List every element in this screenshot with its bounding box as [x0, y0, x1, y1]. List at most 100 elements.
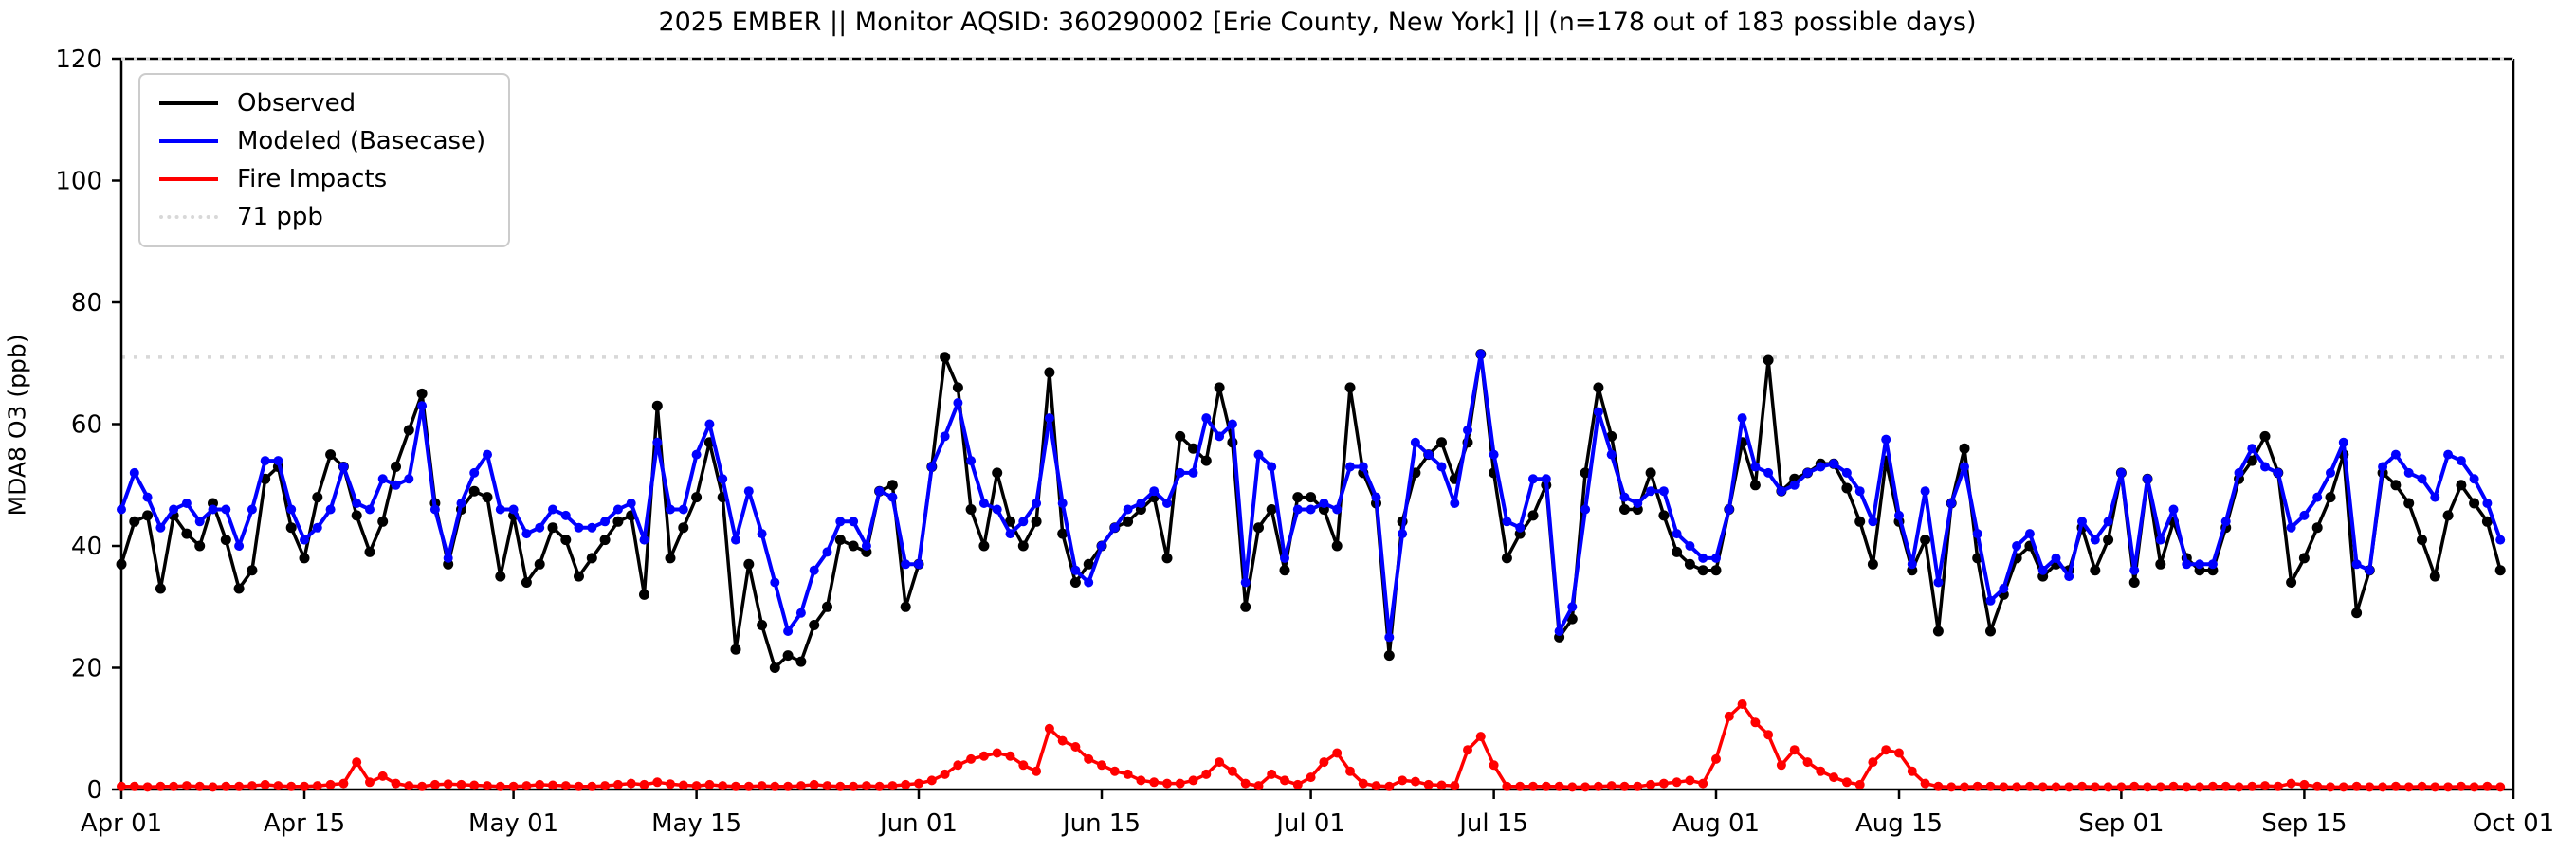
series-marker-1	[1619, 492, 1630, 502]
series-marker-1	[508, 504, 519, 515]
series-marker-1	[992, 504, 1002, 515]
y-tick-label: 60	[71, 411, 102, 440]
series-marker-2	[521, 781, 532, 791]
series-marker-0	[1175, 430, 1186, 442]
series-marker-0	[1697, 565, 1708, 576]
series-marker-1	[1306, 504, 1316, 515]
series-marker-2	[1776, 760, 1786, 771]
series-marker-0	[795, 656, 807, 667]
series-marker-0	[1214, 382, 1225, 393]
series-marker-0	[1344, 382, 1356, 393]
series-marker-0	[325, 449, 337, 461]
series-marker-2	[2195, 782, 2205, 792]
series-marker-1	[1044, 413, 1054, 424]
series-marker-1	[2456, 456, 2466, 466]
series-marker-1	[1685, 541, 1695, 551]
series-marker-0	[1436, 437, 1447, 448]
series-marker-1	[352, 499, 362, 508]
series-marker-2	[1619, 781, 1630, 791]
series-marker-2	[365, 777, 375, 788]
series-marker-2	[2390, 781, 2401, 791]
series-marker-1	[483, 449, 492, 460]
series-marker-1	[1136, 499, 1146, 508]
series-marker-2	[1463, 745, 1472, 755]
series-marker-1	[181, 499, 192, 508]
series-marker-2	[2220, 781, 2231, 791]
series-marker-1	[1032, 499, 1042, 508]
series-marker-2	[743, 781, 754, 791]
series-marker-1	[456, 499, 466, 508]
series-marker-1	[1999, 584, 2009, 593]
series-marker-2	[2116, 782, 2127, 792]
series-marker-0	[599, 535, 611, 546]
series-marker-2	[587, 781, 597, 791]
x-tick-label: Sep 15	[2261, 809, 2347, 838]
series-marker-1	[142, 492, 153, 502]
series-marker-0	[2246, 455, 2257, 466]
y-tick-label: 20	[71, 655, 102, 683]
series-marker-2	[1489, 760, 1499, 771]
series-marker-0	[2351, 608, 2363, 619]
series-marker-1	[2299, 510, 2310, 520]
series-marker-0	[129, 516, 140, 527]
series-marker-0	[1920, 535, 1931, 546]
series-marker-2	[2495, 782, 2506, 792]
series-marker-0	[2325, 492, 2336, 503]
series-marker-1	[2390, 449, 2401, 460]
series-marker-1	[117, 504, 126, 515]
series-marker-2	[1162, 778, 1172, 789]
series-marker-1	[926, 462, 937, 472]
series-marker-2	[1332, 748, 1343, 758]
series-marker-2	[2365, 782, 2375, 792]
series-marker-0	[1240, 601, 1251, 612]
series-marker-2	[208, 782, 218, 792]
series-marker-0	[1306, 492, 1317, 503]
y-tick-label: 40	[71, 533, 102, 561]
series-marker-2	[2338, 782, 2348, 792]
series-marker-1	[1698, 553, 1708, 563]
series-marker-2	[1933, 781, 1944, 791]
x-tick-label: Sep 01	[2078, 809, 2164, 838]
series-marker-2	[325, 779, 336, 789]
series-marker-1	[822, 547, 832, 557]
series-marker-1	[2207, 559, 2218, 570]
series-marker-1	[874, 486, 885, 497]
series-marker-2	[2247, 781, 2257, 791]
series-marker-1	[783, 626, 794, 636]
series-marker-0	[2155, 558, 2166, 570]
series-marker-2	[129, 781, 139, 791]
series-marker-2	[286, 781, 297, 791]
series-marker-0	[1566, 613, 1578, 625]
series-marker-1	[1123, 504, 1133, 515]
series-marker-0	[665, 553, 676, 564]
series-marker-1	[1358, 462, 1368, 472]
series-marker-1	[978, 499, 989, 508]
series-marker-0	[1710, 565, 1722, 576]
series-marker-1	[1829, 459, 1839, 469]
series-marker-2	[312, 781, 322, 791]
series-marker-2	[887, 781, 898, 791]
series-marker-0	[299, 553, 310, 564]
series-marker-0	[1005, 516, 1015, 527]
series-marker-2	[1032, 766, 1042, 776]
observed-line-sample-icon	[159, 101, 218, 105]
series-marker-0	[377, 516, 389, 527]
series-marker-2	[849, 781, 859, 791]
series-marker-1	[312, 522, 322, 533]
series-marker-2	[1502, 781, 1512, 791]
series-marker-0	[2128, 577, 2140, 588]
x-tick-label: Apr 01	[81, 809, 162, 838]
series-marker-1	[2234, 467, 2244, 478]
series-marker-1	[2168, 504, 2179, 515]
series-marker-2	[2430, 782, 2440, 792]
series-marker-1	[587, 522, 597, 533]
x-tick-label: Apr 15	[264, 809, 345, 838]
series-marker-2	[992, 748, 1002, 758]
series-marker-2	[417, 781, 428, 791]
series-marker-2	[194, 781, 205, 791]
series-marker-0	[247, 565, 258, 576]
series-marker-1	[809, 565, 819, 575]
series-marker-0	[1069, 577, 1081, 588]
legend-item-fire: Fire Impacts	[150, 160, 493, 198]
series-marker-1	[1253, 449, 1264, 460]
